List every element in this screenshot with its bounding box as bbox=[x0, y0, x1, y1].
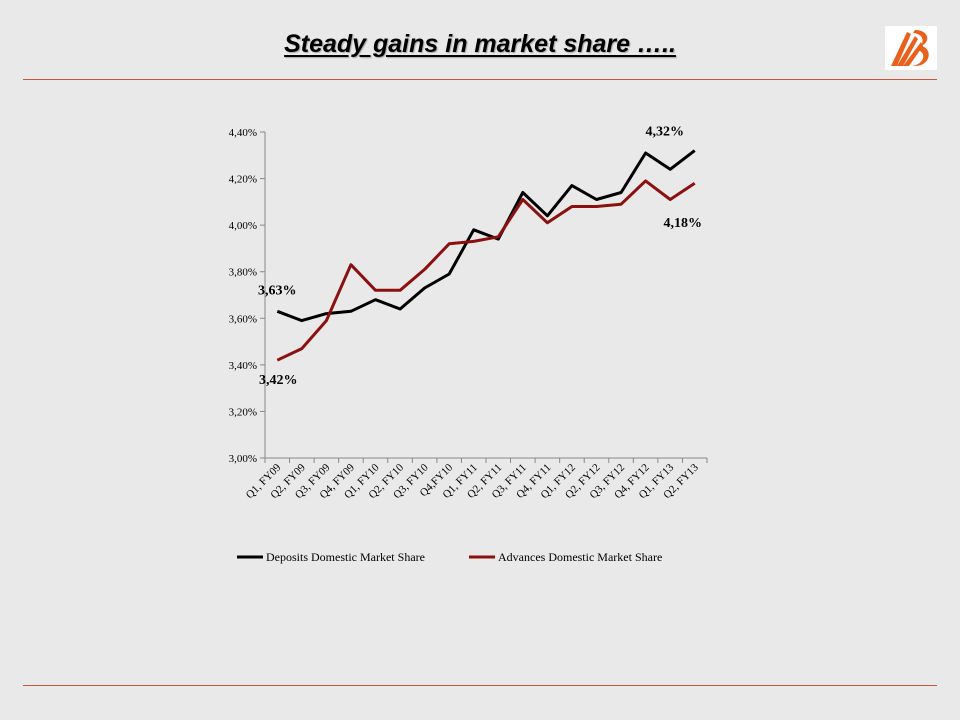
y-tick-label: 3,20% bbox=[229, 406, 257, 418]
y-tick-label: 3,80% bbox=[229, 267, 257, 279]
data-annotation: 4,32% bbox=[645, 125, 684, 140]
y-tick-label: 4,40% bbox=[229, 127, 257, 139]
advances-series-line bbox=[276, 179, 696, 362]
bank-logo-graphic bbox=[891, 30, 929, 66]
y-tick-label: 3,60% bbox=[229, 313, 257, 325]
top-divider bbox=[23, 79, 937, 80]
legend-deposits-label: Deposits Domestic Market Share bbox=[266, 550, 425, 564]
data-annotation: 3,42% bbox=[259, 373, 298, 388]
y-tick-label: 3,40% bbox=[229, 360, 257, 372]
y-tick-label: 4,00% bbox=[229, 220, 257, 232]
data-annotation: 4,18% bbox=[663, 216, 702, 231]
bank-logo-icon bbox=[885, 26, 937, 70]
legend-advances-label: Advances Domestic Market Share bbox=[498, 550, 662, 564]
y-tick-label: 3,00% bbox=[229, 453, 257, 465]
slide-title: Steady gains in market share ….. bbox=[284, 30, 676, 58]
bottom-divider bbox=[23, 685, 937, 686]
data-annotation: 3,63% bbox=[258, 283, 297, 298]
deposits-series-line bbox=[276, 149, 696, 323]
y-tick-label: 4,20% bbox=[229, 174, 257, 186]
